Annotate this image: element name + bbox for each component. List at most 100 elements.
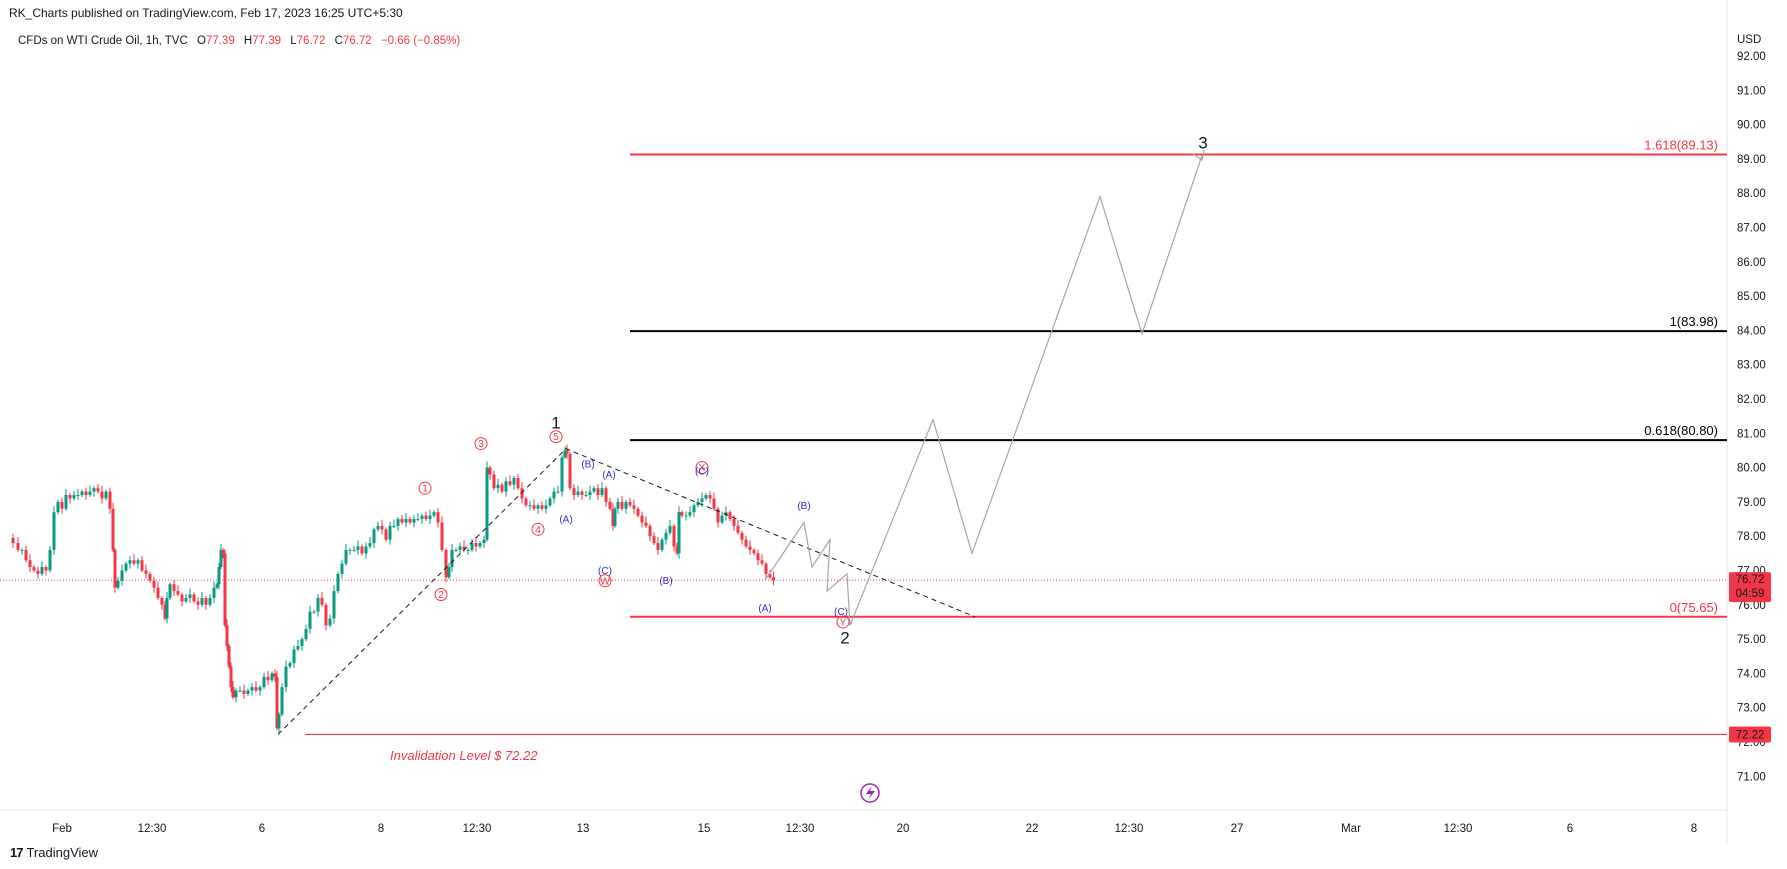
- candle-body: [364, 546, 368, 554]
- time-tick-label: 6: [259, 823, 265, 835]
- symbol-name[interactable]: CFDs on WTI Crude Oil, 1h, TVC: [18, 35, 188, 47]
- price-axis[interactable]: 92.00 91.00 90.00 89.00 88.00 87.00 86.00 85.00…: [1737, 51, 1766, 783]
- candle-body: [76, 495, 80, 497]
- candle-body: [229, 666, 233, 688]
- candle-body: [254, 687, 258, 691]
- change-value: −0.66 (−0.85%): [380, 35, 461, 47]
- wave-label-major: 1: [551, 414, 560, 433]
- candle-body: [152, 580, 156, 588]
- candle-body: [688, 512, 692, 516]
- wave-label-minor: Y: [840, 617, 847, 628]
- candle-body: [344, 549, 348, 564]
- candle-body: [500, 484, 504, 492]
- footer-brand[interactable]: 17 TradingView: [10, 845, 98, 860]
- candle-body: [716, 508, 720, 523]
- candle-body: [440, 522, 444, 550]
- candle-body: [116, 580, 120, 588]
- candle-body: [84, 491, 88, 496]
- candle-body: [432, 512, 436, 516]
- publisher-line: RK_Charts published on TradingView.com, …: [9, 6, 403, 20]
- candle-body: [328, 618, 332, 626]
- candle-body: [96, 488, 100, 492]
- price-tick-label: 82.00: [1737, 394, 1766, 406]
- wave-label-minor: 5: [553, 432, 559, 443]
- candle-body: [488, 467, 492, 475]
- candle-body: [56, 501, 60, 513]
- candle-body: [648, 525, 652, 537]
- candle-body: [400, 519, 404, 523]
- replay-icon[interactable]: [860, 783, 880, 803]
- candle-body: [700, 498, 704, 502]
- candle-body: [28, 560, 32, 568]
- candle-body: [340, 563, 344, 574]
- candle-body: [16, 543, 20, 550]
- candle-body: [156, 587, 160, 598]
- candle-body: [24, 549, 28, 561]
- candle-body: [428, 515, 432, 520]
- candle-body: [196, 601, 200, 605]
- candle-body: [204, 597, 208, 605]
- candle-body: [277, 714, 281, 729]
- candle-body: [568, 453, 572, 489]
- candle-body: [227, 645, 231, 667]
- candle-body: [516, 477, 520, 489]
- time-axis[interactable]: Feb 12:30 6 8 12:30 13 15 12:30 20 22 12:30 27 Mar 12…: [52, 823, 1697, 835]
- candle-body: [720, 515, 724, 523]
- candle-body: [416, 519, 420, 521]
- open-label: O: [196, 35, 206, 47]
- candle-body: [668, 525, 672, 533]
- candle-body: [348, 549, 352, 551]
- last-price-value: 76.72: [1736, 574, 1765, 586]
- wave-label-sub: (A): [602, 470, 615, 481]
- candle-body: [180, 594, 184, 602]
- candle-body: [552, 491, 556, 499]
- candle-body: [508, 481, 512, 485]
- candle-body: [740, 532, 744, 540]
- candle-body: [242, 690, 246, 694]
- candle-body: [140, 560, 144, 571]
- projection-arrow-head: [1192, 149, 1205, 161]
- candle-body: [165, 597, 169, 619]
- candle-body: [184, 597, 188, 602]
- candle-body: [20, 549, 24, 551]
- candle-body: [492, 474, 496, 489]
- candle-body: [520, 488, 524, 499]
- candle-body: [565, 450, 569, 454]
- candle-body: [128, 560, 132, 564]
- candle-body: [474, 543, 478, 547]
- candle-body: [632, 505, 636, 509]
- candle-body: [108, 491, 112, 509]
- open-value: 77.39: [205, 35, 235, 47]
- symbol-legend: CFDs on WTI Crude Oil, 1h, TVC O77.39 H7…: [18, 35, 460, 47]
- time-tick-label: 12:30: [463, 823, 492, 835]
- candle-body: [246, 690, 250, 694]
- candle-body: [592, 488, 596, 492]
- candle-body: [163, 604, 167, 619]
- candle-body: [768, 573, 772, 578]
- candle-body: [280, 687, 284, 715]
- candle-body: [684, 515, 688, 517]
- time-tick-label: 8: [378, 823, 384, 835]
- price-tick-label: 80.00: [1737, 463, 1766, 475]
- candle-body: [504, 481, 508, 492]
- wave-label-sub: (B): [581, 460, 594, 471]
- candle-body: [262, 676, 266, 688]
- candle-body: [100, 491, 104, 499]
- wave-label-sub: (C): [695, 466, 709, 477]
- candle-body: [496, 484, 500, 489]
- candle-body: [572, 488, 576, 496]
- candle-body: [611, 508, 615, 526]
- candle-body: [92, 488, 96, 492]
- wave-label-major: 3: [1198, 133, 1207, 152]
- candle-body: [563, 450, 567, 458]
- close-value: 76.72: [342, 35, 372, 47]
- candle-body: [208, 597, 212, 605]
- wave-label-minor: 2: [438, 590, 444, 601]
- candle-body: [316, 597, 320, 612]
- candle-body: [320, 597, 324, 605]
- candle-body: [624, 501, 628, 509]
- candle-body: [132, 560, 136, 564]
- candle-body: [60, 501, 64, 509]
- candle-body: [636, 508, 640, 516]
